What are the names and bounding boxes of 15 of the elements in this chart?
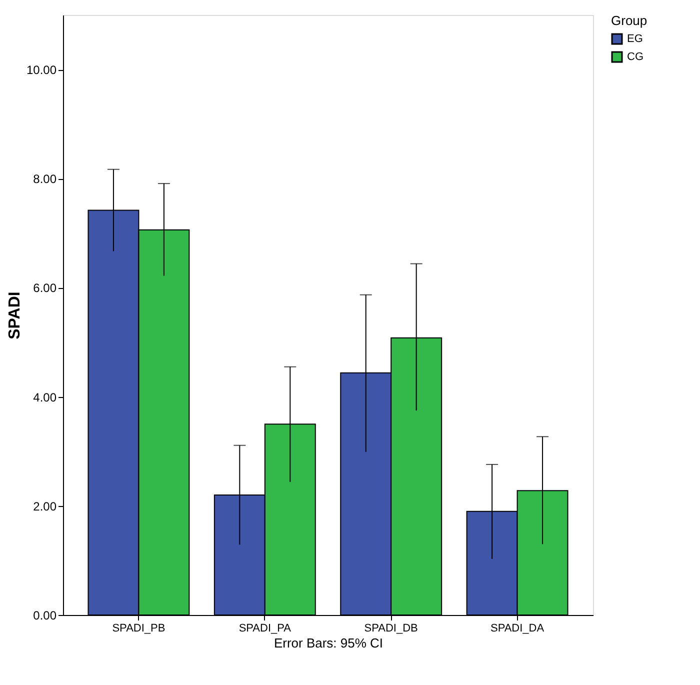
y-tick-label: 0.00 xyxy=(33,608,57,622)
x-tick-label: SPADI_DB xyxy=(364,622,418,634)
y-tick-label: 10.00 xyxy=(26,63,57,78)
x-axis-title: Error Bars: 95% CI xyxy=(274,636,384,650)
y-tick-label: 4.00 xyxy=(33,390,57,404)
legend-label: CG xyxy=(627,51,644,63)
x-tick-label: SPADI_PB xyxy=(112,622,166,634)
legend-title: Group xyxy=(611,13,648,28)
legend-label: EG xyxy=(627,33,643,45)
x-tick-label: SPADI_DA xyxy=(490,622,545,634)
y-tick-label: 8.00 xyxy=(33,172,57,186)
y-tick-label: 6.00 xyxy=(33,281,57,296)
y-tick-label: 2.00 xyxy=(33,499,57,514)
x-tick-label: SPADI_PA xyxy=(238,622,292,634)
y-axis-title: SPADI xyxy=(6,292,24,340)
